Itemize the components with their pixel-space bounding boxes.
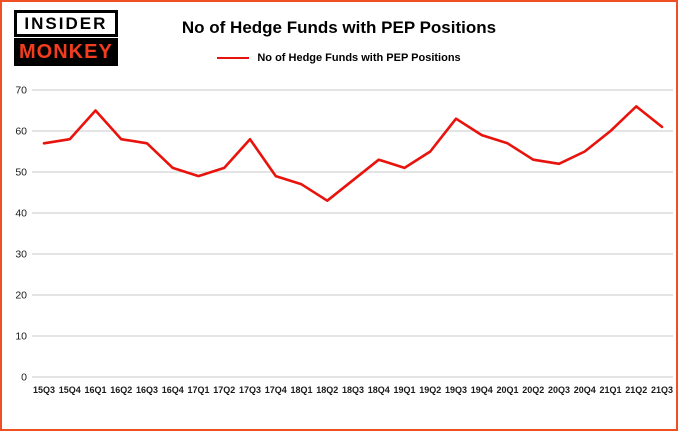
x-axis-tick-label: 17Q3 (239, 385, 261, 395)
x-axis-tick-label: 18Q2 (316, 385, 338, 395)
x-axis-tick-label: 20Q3 (548, 385, 570, 395)
x-axis-tick-label: 19Q3 (445, 385, 467, 395)
x-axis-tick-label: 16Q1 (84, 385, 106, 395)
x-axis-tick-label: 18Q1 (290, 385, 312, 395)
x-axis-tick-label: 17Q1 (187, 385, 209, 395)
x-axis-tick-label: 21Q3 (651, 385, 673, 395)
x-axis-tick-label: 19Q2 (419, 385, 441, 395)
y-axis-tick-label: 0 (21, 372, 27, 384)
x-axis-tick-label: 16Q2 (110, 385, 132, 395)
x-axis-tick-label: 21Q2 (625, 385, 647, 395)
y-axis-tick-label: 60 (15, 126, 27, 138)
x-axis-tick-label: 21Q1 (599, 385, 621, 395)
y-axis-tick-label: 70 (15, 85, 27, 97)
x-axis-tick-label: 19Q1 (393, 385, 415, 395)
logo-monkey-text: MONKEY (14, 38, 118, 67)
x-axis-tick-label: 17Q2 (213, 385, 235, 395)
x-axis-tick-label: 15Q4 (59, 385, 81, 395)
y-axis-tick-label: 10 (15, 331, 27, 343)
x-axis-tick-label: 18Q3 (342, 385, 364, 395)
y-axis-tick-label: 50 (15, 167, 27, 179)
y-axis-tick-label: 20 (15, 290, 27, 302)
x-axis-tick-label: 19Q4 (471, 385, 493, 395)
y-axis-tick-label: 40 (15, 208, 27, 220)
logo-insider-text: INSIDER (14, 10, 118, 38)
x-axis-tick-label: 16Q4 (162, 385, 184, 395)
x-axis-tick-label: 20Q1 (496, 385, 518, 395)
x-axis-tick-label: 15Q3 (33, 385, 55, 395)
x-axis-tick-label: 17Q4 (265, 385, 287, 395)
data-line-series (42, 105, 664, 202)
insider-monkey-logo: INSIDER MONKEY (14, 10, 118, 67)
y-axis-tick-label: 30 (15, 249, 27, 261)
x-axis-tick-label: 16Q3 (136, 385, 158, 395)
x-axis-tick-label: 18Q4 (368, 385, 390, 395)
x-axis-tick-label: 20Q4 (574, 385, 596, 395)
x-axis-tick-label: 20Q2 (522, 385, 544, 395)
